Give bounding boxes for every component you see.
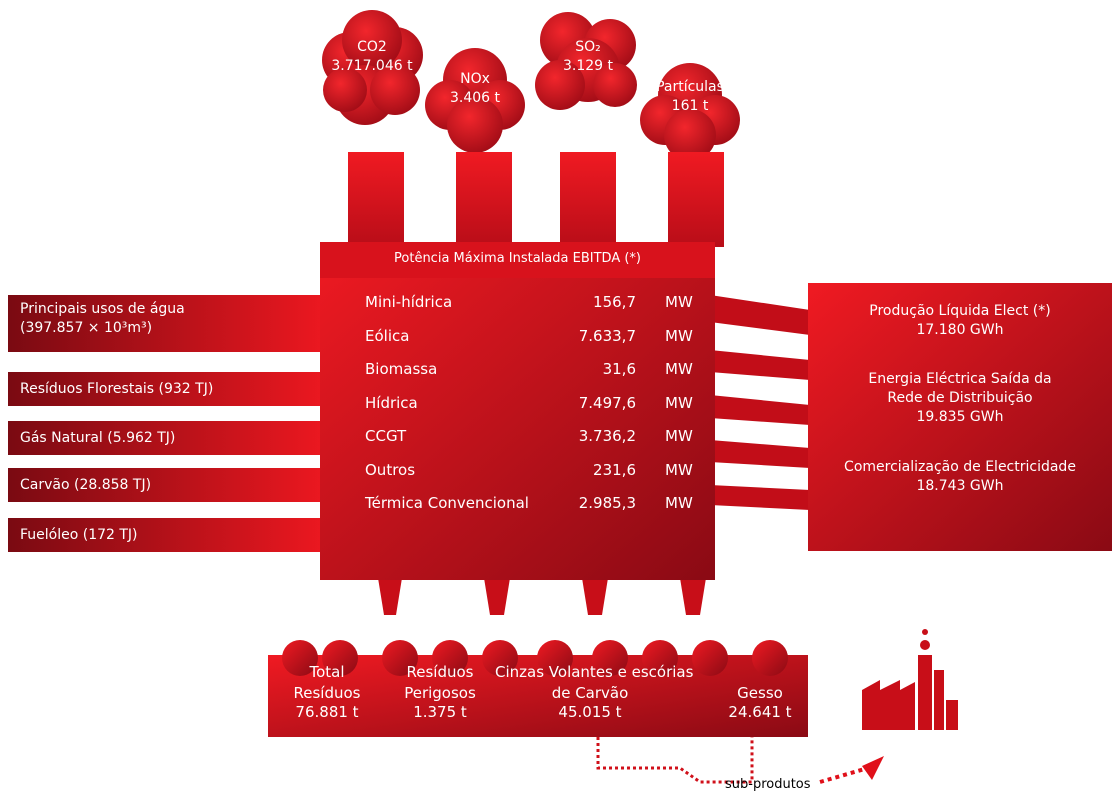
waste-value: 24.641 t [715, 703, 805, 721]
capacity-type: Biomassa [365, 360, 437, 378]
output-value: 19.835 GWh [808, 408, 1112, 426]
waste-label: Total [272, 663, 382, 681]
waste-label: Gesso [715, 684, 805, 702]
capacity-type: Hídrica [365, 394, 418, 412]
infographic: CO23.717.046 tNOx3.406 t SO₂3.129 t Partíc… [0, 0, 1115, 794]
capacity-value: 3.736,2 [540, 427, 636, 445]
factory-icon [862, 629, 958, 730]
input-label: Carvão (28.858 TJ) [20, 476, 151, 494]
capacity-value: 7.497,6 [540, 394, 636, 412]
arrow [820, 768, 868, 782]
capacity-type: Eólica [365, 327, 409, 345]
emission-label: NOx [415, 70, 535, 88]
emission-value: 3.129 t [528, 57, 648, 75]
arrow-head [862, 756, 884, 780]
capacity-type: CCGT [365, 427, 406, 445]
output-label: Rede de Distribuição [808, 389, 1112, 407]
capacity-unit: MW [665, 461, 693, 479]
output-label: Produção Líquida Elect (*) [808, 302, 1112, 320]
capacity-value: 156,7 [540, 293, 636, 311]
input-label: Fuelóleo (172 TJ) [20, 526, 138, 544]
capacity-unit: MW [665, 360, 693, 378]
capacity-unit: MW [665, 394, 693, 412]
capacity-value: 2.985,3 [540, 494, 636, 512]
waste-label: Perigosos [385, 684, 495, 702]
output-label: Energia Eléctrica Saída da [808, 370, 1112, 388]
capacity-type: Outros [365, 461, 415, 479]
output-label: Comercialização de Electricidade [808, 458, 1112, 476]
capacity-unit: MW [665, 293, 693, 311]
chimneys [348, 152, 724, 247]
byproducts-label: sub-produtos [725, 776, 811, 794]
emission-label: CO2 [312, 38, 432, 56]
waste-value: 76.881 t [272, 703, 382, 721]
capacity-value: 231,6 [540, 461, 636, 479]
waste-value: 1.375 t [385, 703, 495, 721]
waste-value: 45.015 t [495, 703, 685, 721]
emission-label: SO₂ [528, 38, 648, 56]
capacity-unit: MW [665, 494, 693, 512]
capacity-unit: MW [665, 427, 693, 445]
capacity-unit: MW [665, 327, 693, 345]
output-value: 17.180 GWh [808, 321, 1112, 339]
input-label: (397.857 × 10³m³) [20, 319, 152, 337]
input-label: Gás Natural (5.962 TJ) [20, 429, 175, 447]
input-label: Resíduos Florestais (932 TJ) [20, 380, 213, 398]
emission-value: 161 t [630, 97, 750, 115]
emission-label: Partículas [630, 78, 750, 96]
bottom-pipes [378, 578, 706, 615]
emission-value: 3.406 t [415, 89, 535, 107]
output-value: 18.743 GWh [808, 477, 1112, 495]
capacity-type: Mini-hídrica [365, 293, 452, 311]
capacity-type: Térmica Convencional [365, 494, 529, 512]
waste-label: de Carvão [495, 684, 685, 702]
waste-label: Cinzas Volantes e escórias [495, 663, 685, 681]
capacity-value: 31,6 [540, 360, 636, 378]
waste-label: Resíduos [272, 684, 382, 702]
input-label: Principais usos de água [20, 300, 185, 318]
waste-label: Resíduos [385, 663, 495, 681]
plant-title: Potência Máxima Instalada EBITDA (*) [320, 250, 715, 268]
capacity-value: 7.633,7 [540, 327, 636, 345]
emission-value: 3.717.046 t [312, 57, 432, 75]
output-connectors [710, 295, 810, 510]
